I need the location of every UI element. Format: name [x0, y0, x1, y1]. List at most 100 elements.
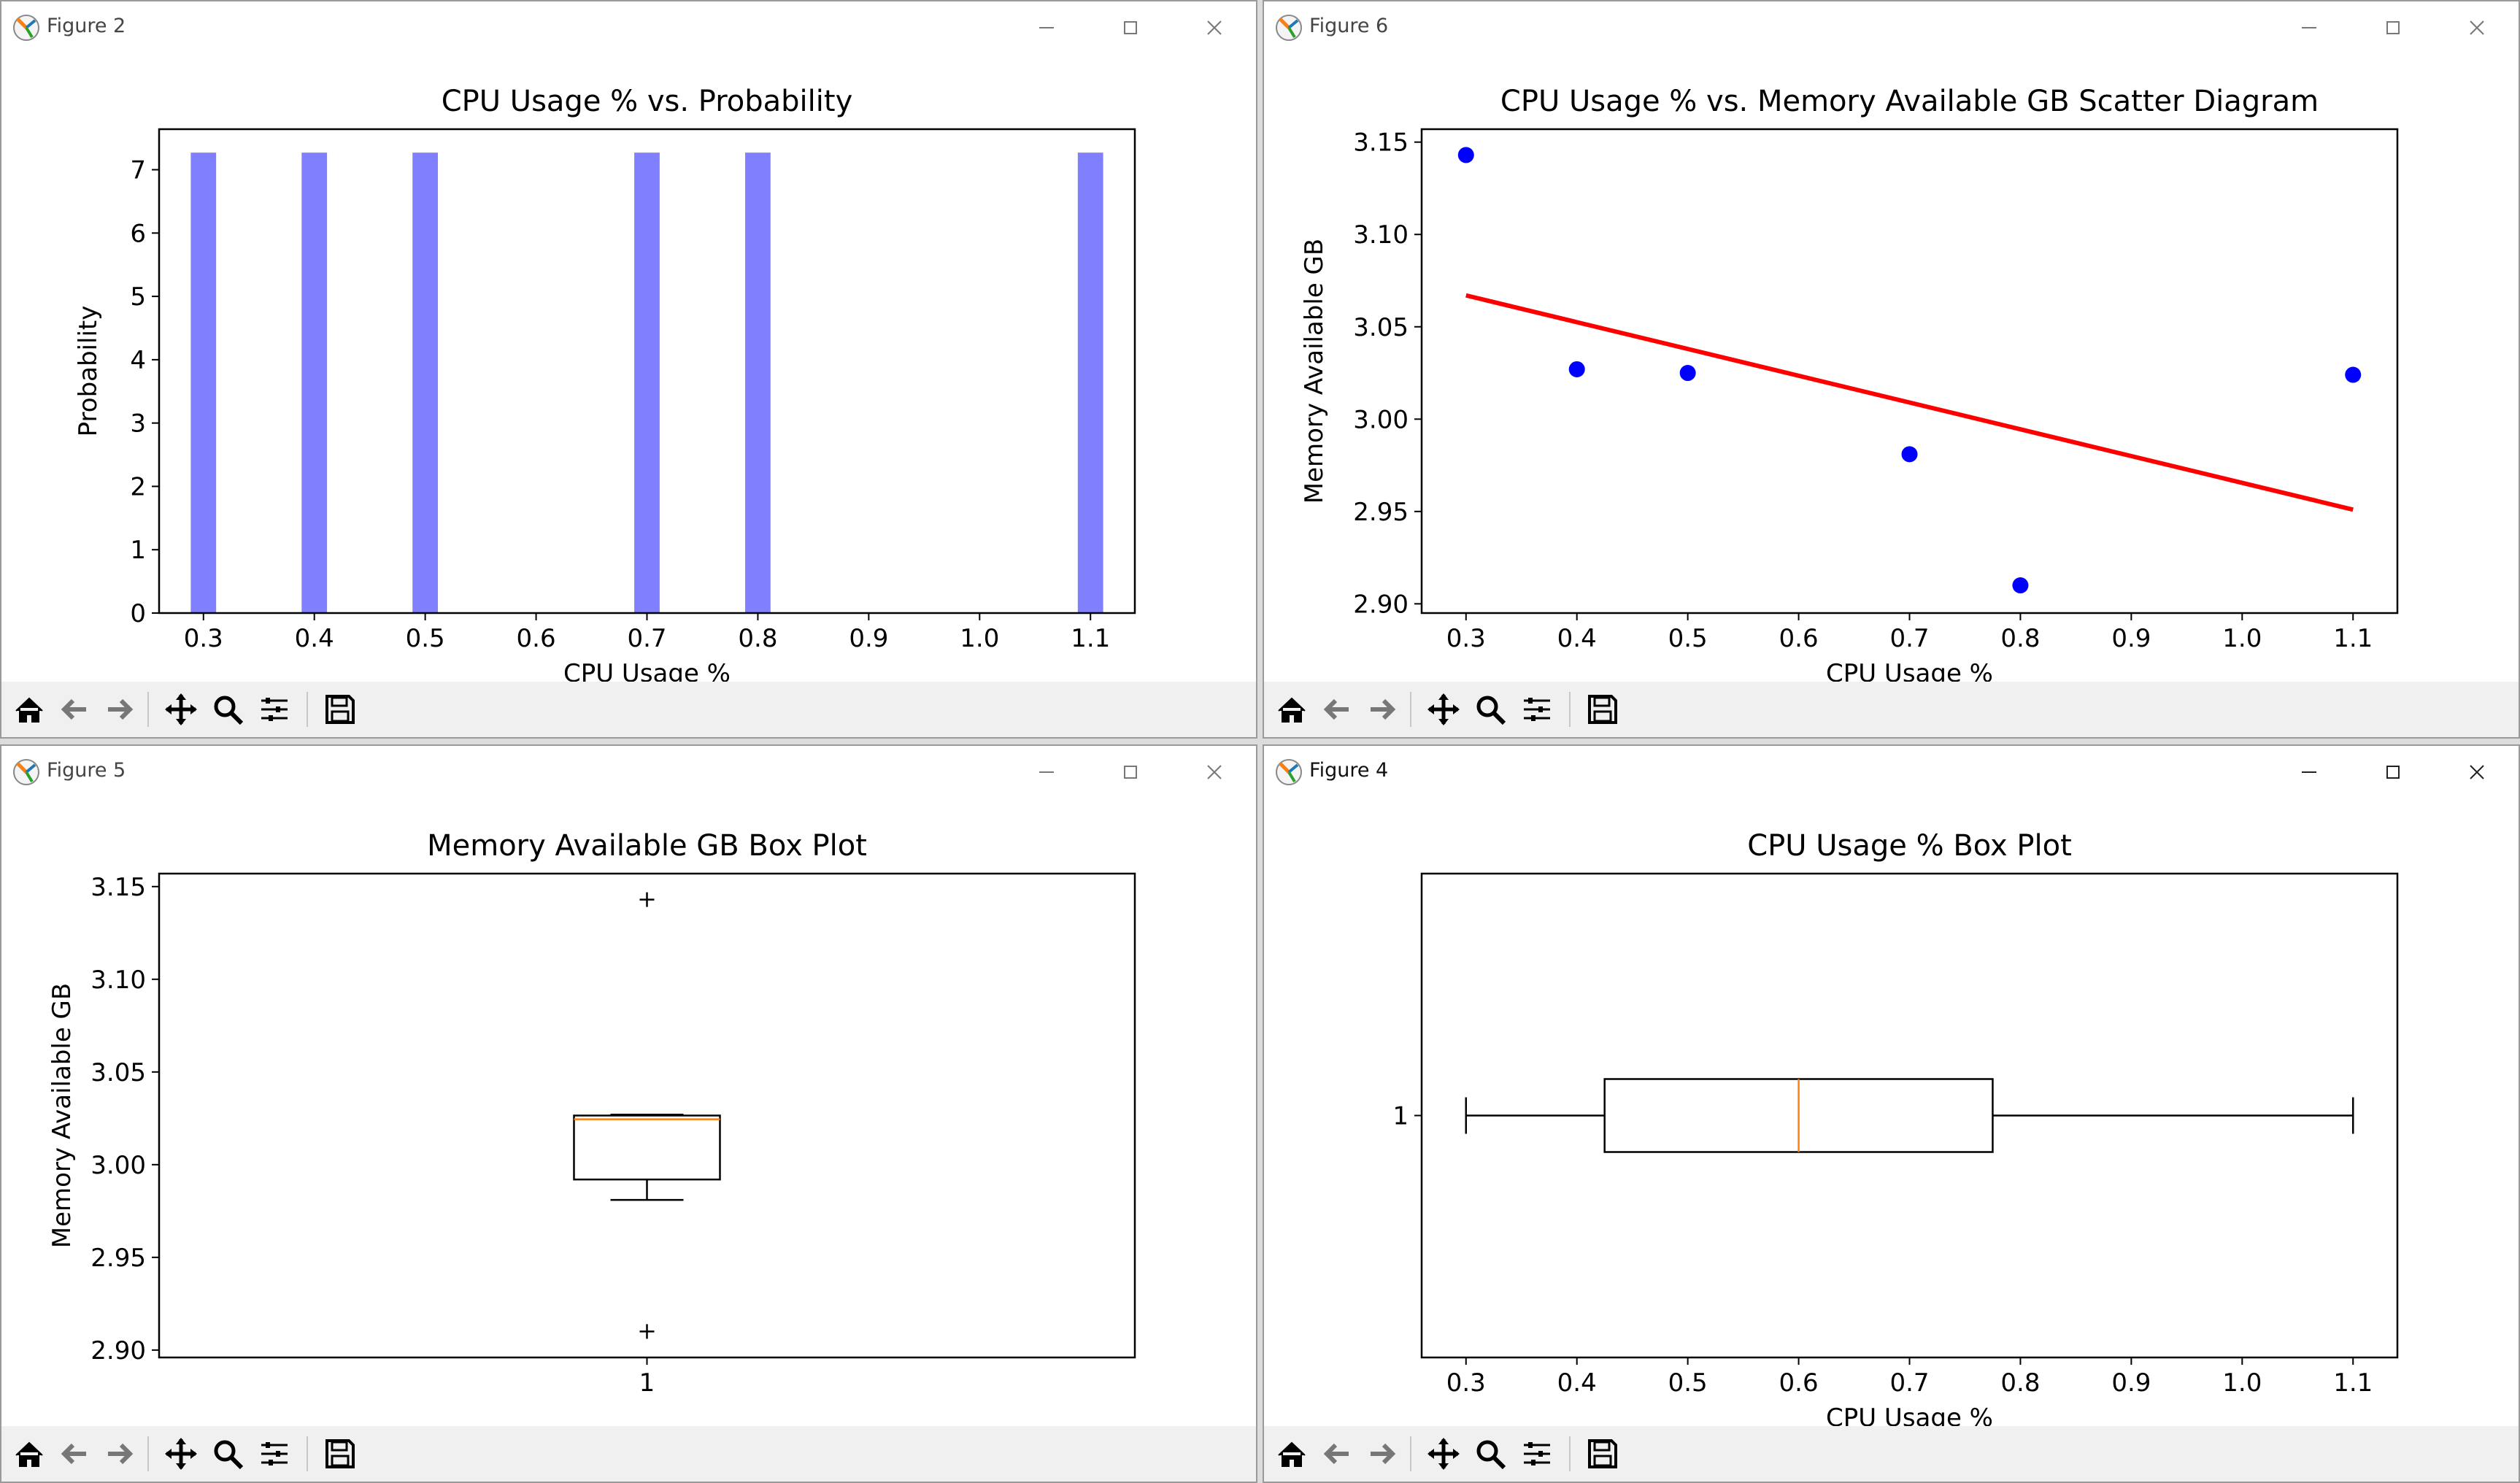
maximize-button[interactable]	[2351, 1, 2435, 54]
back-arrow-button[interactable]	[1315, 687, 1359, 731]
x-tick-label: 0.9	[849, 624, 888, 653]
figure-canvas[interactable]: CPU Usage % vs. Probability 0.3 0.4 0.5 0.6 0…	[1, 54, 1256, 682]
close-icon	[1206, 765, 1222, 779]
figure-window-fig2[interactable]: Figure 2 CPU Usage % vs. Probability 0.3 0…	[0, 0, 1257, 739]
toolbar-separator	[1569, 692, 1571, 727]
minimize-button[interactable]	[1004, 1, 1088, 54]
home-button[interactable]	[7, 1432, 51, 1476]
y-tick-label: 2.90	[1353, 590, 1409, 619]
home-button[interactable]	[7, 687, 51, 731]
close-icon	[2469, 765, 2484, 779]
x-axis-label: CPU Usage %	[1826, 659, 1993, 682]
maximize-button[interactable]	[1088, 1, 1172, 54]
box-body	[573, 1114, 721, 1181]
maximize-icon	[1123, 21, 1137, 34]
minimize-button[interactable]	[1004, 746, 1088, 798]
histogram-bar	[301, 153, 328, 613]
maximize-button[interactable]	[2351, 746, 2435, 798]
figure-window-fig5[interactable]: Figure 5 Memory Available GB Box Plot 2.9…	[0, 744, 1257, 1483]
figure-canvas[interactable]: CPU Usage % vs. Memory Available GB Scat…	[1264, 54, 2519, 682]
zoom-icon	[214, 696, 244, 725]
zoom-button[interactable]	[1468, 1432, 1512, 1476]
back-arrow-button[interactable]	[1315, 1432, 1359, 1476]
y-tick-label: 2.95	[1353, 498, 1409, 527]
x-tick-label: 0.7	[627, 624, 666, 653]
pan-button[interactable]	[1422, 1432, 1465, 1476]
configure-subplots-button[interactable]	[1515, 687, 1559, 731]
window-title: Figure 2	[47, 15, 126, 37]
y-tick-label: 3.10	[90, 966, 146, 995]
close-button[interactable]	[2435, 1, 2519, 54]
forward-arrow-button[interactable]	[1360, 1432, 1404, 1476]
y-tick-label: 5	[130, 282, 146, 312]
configure-subplots-icon	[261, 1442, 288, 1465]
scatter-point	[1679, 365, 1696, 382]
pan-button[interactable]	[159, 687, 203, 731]
x-tick-label: 0.6	[1779, 624, 1819, 653]
forward-arrow-button[interactable]	[98, 1432, 142, 1476]
pan-icon	[1427, 693, 1460, 725]
toolbar-separator	[147, 692, 149, 727]
zoom-button[interactable]	[206, 1432, 250, 1476]
minimize-button[interactable]	[2267, 1, 2351, 54]
maximize-icon	[1123, 766, 1137, 779]
configure-subplots-button[interactable]	[1515, 1432, 1559, 1476]
chart-svg: CPU Usage % vs. Memory Available GB Scat…	[1300, 85, 2399, 682]
forward-arrow-icon	[108, 698, 134, 720]
minimize-icon	[2301, 27, 2316, 28]
toolbar-separator	[1410, 1436, 1411, 1471]
zoom-icon	[214, 1440, 244, 1470]
regression-line	[1465, 293, 2354, 512]
pan-icon	[1427, 1438, 1460, 1470]
histogram-bar	[190, 153, 217, 613]
x-axis-label: CPU Usage %	[563, 659, 731, 682]
pan-button[interactable]	[1422, 687, 1465, 731]
maximize-button[interactable]	[1088, 746, 1172, 798]
save-button[interactable]	[318, 1432, 362, 1476]
matplotlib-app-icon	[13, 15, 39, 41]
home-button[interactable]	[1270, 687, 1314, 731]
configure-subplots-icon	[1524, 698, 1550, 721]
title-bar[interactable]: Figure 2	[1, 1, 1256, 54]
outlier-marker	[639, 892, 655, 907]
chart-title: CPU Usage % vs. Memory Available GB Scat…	[1500, 85, 2319, 118]
forward-arrow-button[interactable]	[98, 687, 142, 731]
home-button[interactable]	[1270, 1432, 1314, 1476]
figure-window-fig4[interactable]: Figure 4 CPU Usage % Box Plot 0.3 0.4 0.5 0.…	[1263, 744, 2520, 1483]
x-tick-label: 1.0	[2222, 1368, 2262, 1398]
configure-subplots-button[interactable]	[253, 687, 296, 731]
forward-arrow-button[interactable]	[1360, 687, 1404, 731]
configure-subplots-button[interactable]	[253, 1432, 296, 1476]
back-arrow-button[interactable]	[53, 1432, 96, 1476]
chart-title: CPU Usage % vs. Probability	[442, 85, 853, 118]
save-button[interactable]	[1581, 687, 1625, 731]
zoom-button[interactable]	[206, 687, 250, 731]
close-button[interactable]	[1172, 746, 1256, 798]
figure-window-fig6[interactable]: Figure 6 CPU Usage % vs. Memory Availabl…	[1263, 0, 2520, 739]
chart-svg: CPU Usage % Box Plot 0.3 0.4 0.5 0.6 0.7 0.8 0.…	[1392, 829, 2399, 1426]
title-bar[interactable]: Figure 6	[1264, 1, 2519, 54]
toolbar-separator	[307, 1436, 308, 1471]
minimize-button[interactable]	[2267, 746, 2351, 798]
title-bar[interactable]: Figure 5	[1, 746, 1256, 798]
y-tick-label: 6	[130, 219, 146, 248]
y-tick-label: 2.90	[90, 1336, 146, 1365]
close-button[interactable]	[1172, 1, 1256, 54]
x-tick-label: 0.4	[295, 624, 334, 653]
back-arrow-button[interactable]	[53, 687, 96, 731]
save-button[interactable]	[1581, 1432, 1625, 1476]
title-bar[interactable]: Figure 4	[1264, 746, 2519, 798]
figure-canvas[interactable]: CPU Usage % Box Plot 0.3 0.4 0.5 0.6 0.7 0.8 0.…	[1264, 798, 2519, 1426]
save-button[interactable]	[318, 687, 362, 731]
home-icon	[1278, 1441, 1306, 1467]
forward-arrow-icon	[1371, 698, 1396, 720]
toolbar-separator	[147, 1436, 149, 1471]
zoom-button[interactable]	[1468, 687, 1512, 731]
chart-svg: CPU Usage % vs. Probability 0.3 0.4 0.5 0.6 0…	[74, 85, 1136, 682]
pan-button[interactable]	[159, 1432, 203, 1476]
figure-canvas[interactable]: Memory Available GB Box Plot 2.90 2.95 3.00…	[1, 798, 1256, 1426]
home-icon	[1278, 697, 1306, 723]
pan-icon	[165, 693, 197, 725]
close-button[interactable]	[2435, 746, 2519, 798]
navigation-toolbar	[1, 682, 1256, 737]
